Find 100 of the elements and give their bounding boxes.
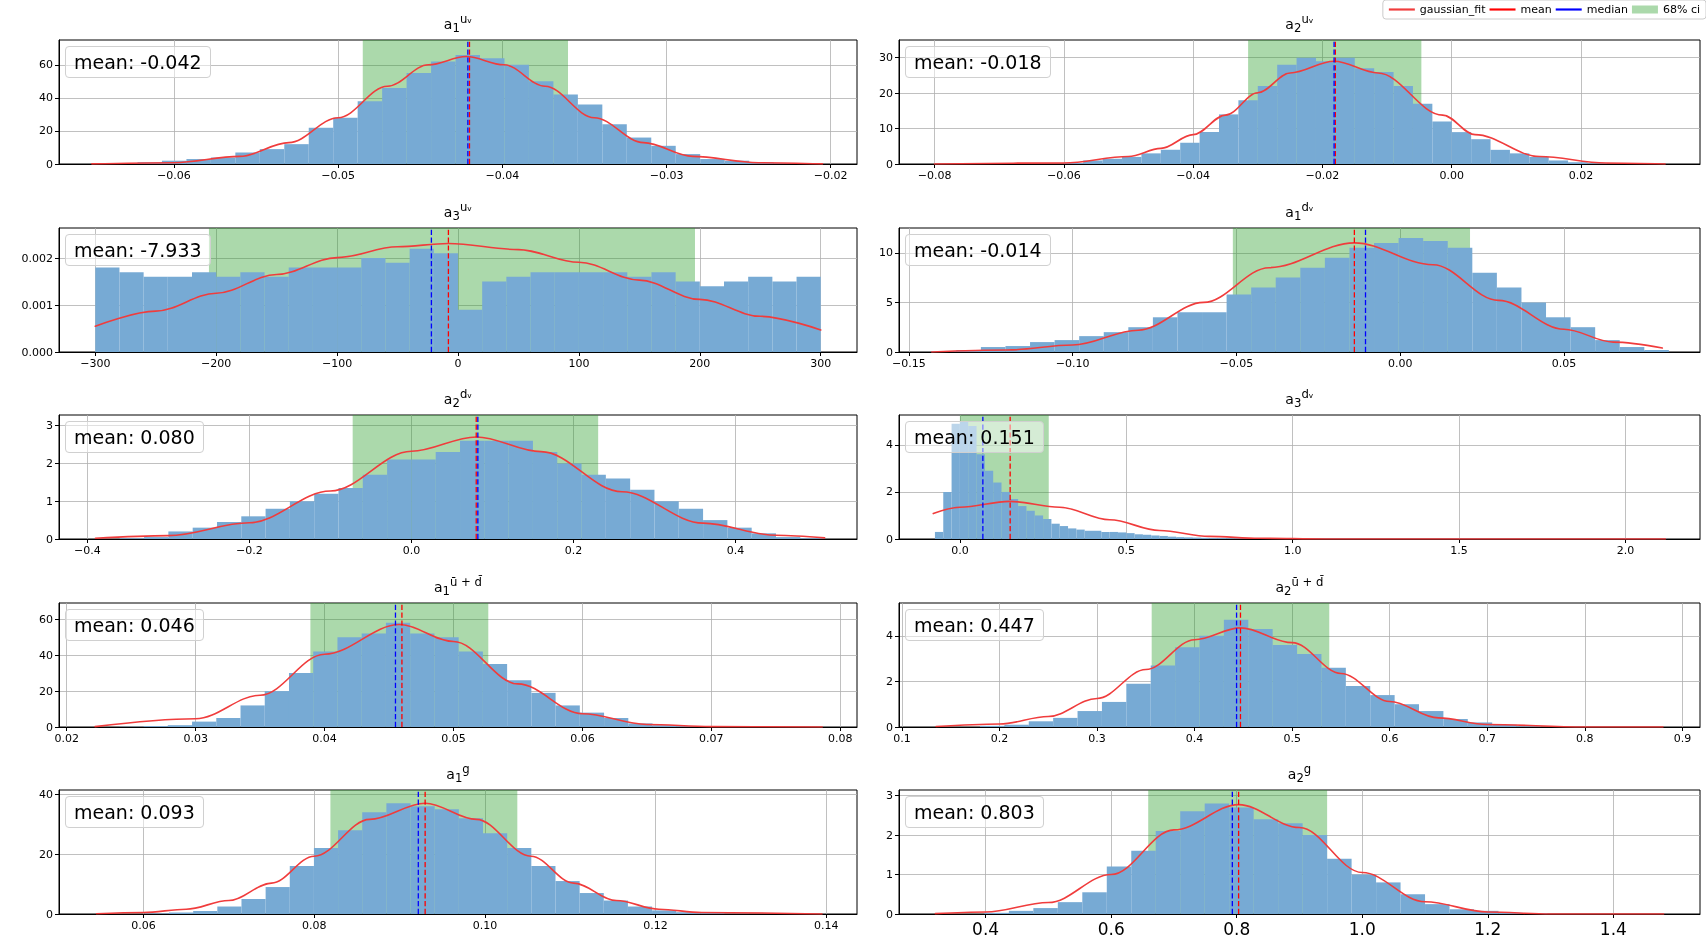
y-tick-label: 4 xyxy=(886,629,893,643)
x-tick-label: −0.02 xyxy=(1305,169,1340,182)
x-tick-label: 0.08 xyxy=(827,731,853,745)
x-tick-label: 0.0 xyxy=(402,544,421,558)
y-tick-label: 2 xyxy=(886,485,893,499)
x-tick-label: −200 xyxy=(201,356,232,370)
x-tick-label: −0.15 xyxy=(891,356,926,370)
x-tick-label: 0.4 xyxy=(972,918,1000,939)
y-tick-label: 0 xyxy=(46,720,53,734)
annotation: mean: 0.046 xyxy=(65,608,204,641)
x-tick-label: 0.10 xyxy=(472,919,498,933)
x-tick-label: 0.06 xyxy=(131,919,156,933)
y-tick-label: 40 xyxy=(39,788,53,802)
y-tick-label: 3 xyxy=(46,419,53,433)
y-tick-label: 0.002 xyxy=(21,251,53,265)
x-tick-label: −0.10 xyxy=(1055,356,1090,370)
y-tick-label: 0 xyxy=(886,345,893,359)
annotation: mean: -0.042 xyxy=(65,46,211,78)
x-tick-label: 0.04 xyxy=(312,731,337,745)
annotation: mean: 0.080 xyxy=(65,421,204,454)
x-tick-label: 0.4 xyxy=(726,544,745,558)
y-tick-label: 0 xyxy=(46,532,53,546)
x-tick-label: −0.05 xyxy=(321,169,355,182)
annotation: mean: 0.151 xyxy=(905,421,1044,454)
y-tick-label: 0 xyxy=(886,907,893,921)
x-tick-label: −0.2 xyxy=(236,544,263,558)
y-tick-label: 20 xyxy=(39,684,53,698)
x-tick-label: 0.2 xyxy=(564,544,583,558)
annotation: mean: -0.018 xyxy=(905,46,1051,78)
x-tick-label: 0.2 xyxy=(990,731,1009,745)
annotation: mean: 0.803 xyxy=(905,796,1044,829)
y-tick-label: 0 xyxy=(886,532,893,546)
y-tick-label: 40 xyxy=(39,91,53,105)
x-tick-label: −0.04 xyxy=(485,169,520,182)
y-tick-label: 1 xyxy=(886,868,893,882)
y-tick-label: 0 xyxy=(46,907,53,921)
x-tick-label: −0.06 xyxy=(157,169,191,182)
x-tick-label: 0.4 xyxy=(1185,731,1204,745)
x-tick-label: −0.05 xyxy=(1219,356,1254,370)
legend-label: mean xyxy=(1520,3,1552,16)
x-tick-label: 0.7 xyxy=(1478,731,1497,745)
x-tick-label: −0.04 xyxy=(1176,169,1211,182)
legend-label: gaussian_fit xyxy=(1419,3,1487,16)
x-tick-label: 0.05 xyxy=(1551,356,1577,370)
x-tick-label: 0.08 xyxy=(301,919,327,933)
x-tick-label: 0.5 xyxy=(1283,731,1301,745)
x-tick-label: 1.0 xyxy=(1348,918,1376,939)
x-tick-label: 0.8 xyxy=(1576,731,1594,745)
y-tick-label: 60 xyxy=(39,612,53,626)
y-tick-label: 0 xyxy=(886,720,893,734)
annotation: mean: 0.447 xyxy=(905,608,1044,641)
y-tick-label: 60 xyxy=(39,58,53,72)
annotation: mean: -7.933 xyxy=(65,233,211,266)
x-tick-label: 0.05 xyxy=(441,731,466,745)
x-tick-label: 0.14 xyxy=(814,919,839,933)
x-tick-label: −0.4 xyxy=(74,544,101,558)
x-tick-label: 0.00 xyxy=(1439,169,1464,182)
y-tick-label: 40 xyxy=(39,648,53,662)
x-tick-label: 0.0 xyxy=(951,544,969,558)
x-tick-label: 1.5 xyxy=(1450,544,1468,558)
y-tick-label: 20 xyxy=(879,86,893,100)
y-tick-label: 1 xyxy=(46,494,53,508)
x-tick-label: −100 xyxy=(321,356,353,370)
annotation: mean: 0.093 xyxy=(65,796,204,829)
x-tick-label: 0.8 xyxy=(1223,918,1251,939)
x-tick-label: 0.6 xyxy=(1381,731,1399,745)
x-tick-label: −0.03 xyxy=(649,169,684,182)
x-tick-label: −0.02 xyxy=(813,169,848,182)
x-tick-label: 200 xyxy=(689,356,711,370)
y-tick-label: 3 xyxy=(886,789,893,803)
x-tick-label: −0.06 xyxy=(1047,169,1081,182)
y-tick-label: 2 xyxy=(46,457,53,471)
x-tick-label: 1.0 xyxy=(1283,544,1302,558)
legend-label: 68% ci xyxy=(1662,3,1701,16)
x-tick-label: −0.08 xyxy=(917,169,952,182)
x-tick-label: 0.5 xyxy=(1117,544,1136,558)
y-tick-label: 5 xyxy=(886,295,893,309)
x-tick-label: −300 xyxy=(80,356,111,370)
y-tick-label: 0.001 xyxy=(21,298,53,312)
x-tick-label: 0.02 xyxy=(1568,169,1594,182)
x-tick-label: 1.2 xyxy=(1474,918,1502,939)
x-tick-label: 0.6 xyxy=(1097,918,1125,939)
x-tick-label: 0.02 xyxy=(54,731,79,745)
x-tick-label: 0.00 xyxy=(1387,356,1413,370)
y-tick-label: 20 xyxy=(39,124,53,138)
y-tick-label: 20 xyxy=(39,847,53,861)
x-tick-label: 0.06 xyxy=(570,731,595,745)
y-tick-label: 10 xyxy=(879,122,893,136)
y-tick-label: 2 xyxy=(886,674,893,688)
y-tick-label: 0.000 xyxy=(21,345,53,359)
x-tick-label: 0.03 xyxy=(183,731,208,745)
x-tick-label: 0.1 xyxy=(893,731,911,745)
y-tick-label: 0 xyxy=(886,157,893,171)
x-tick-label: 0.3 xyxy=(1088,731,1106,745)
y-tick-label: 0 xyxy=(46,157,53,171)
x-tick-label: 0.12 xyxy=(643,919,668,933)
x-tick-label: 2.0 xyxy=(1616,544,1635,558)
y-tick-label: 10 xyxy=(879,245,893,259)
x-tick-label: 0.07 xyxy=(699,731,724,745)
x-tick-label: 1.4 xyxy=(1599,918,1627,939)
